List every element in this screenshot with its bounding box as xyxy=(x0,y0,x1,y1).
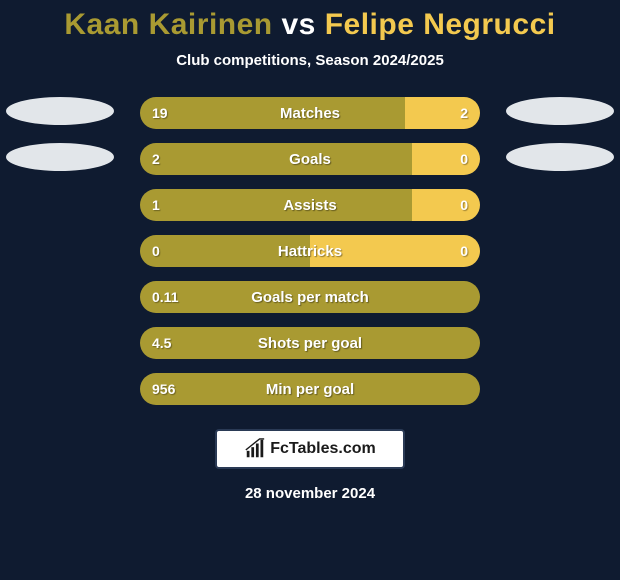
stat-row: 4.5Shots per goal xyxy=(140,327,480,359)
stat-row: 956Min per goal xyxy=(140,373,480,405)
stat-right-value: 0 xyxy=(412,189,480,221)
player2-club-placeholder xyxy=(506,143,614,171)
stat-left-value: 1 xyxy=(140,189,412,221)
stat-left-value: 19 xyxy=(140,97,405,129)
vs-label: vs xyxy=(281,8,315,41)
branding-logo: FcTables.com xyxy=(215,429,405,469)
stat-right-value: 2 xyxy=(405,97,480,129)
stats-area: 192Matches 20Goals 10Assists 00Hattricks 0.1… xyxy=(0,97,620,405)
stat-bars: 192Matches 20Goals 10Assists 00Hattricks 0.1… xyxy=(140,97,480,405)
player1-name: Kaan Kairinen xyxy=(64,8,272,41)
stat-row: 20Goals xyxy=(140,143,480,175)
player2-avatar-column xyxy=(500,97,620,171)
stat-row: 0.11Goals per match xyxy=(140,281,480,313)
stat-right-value: 0 xyxy=(412,143,480,175)
stat-left-value: 0 xyxy=(140,235,310,267)
page-title: Kaan Kairinen vs Felipe Negrucci xyxy=(0,8,620,42)
player2-avatar-placeholder xyxy=(506,97,614,125)
comparison-card: Kaan Kairinen vs Felipe Negrucci Club co… xyxy=(0,0,620,580)
stat-left-value: 2 xyxy=(140,143,412,175)
chart-icon xyxy=(244,438,266,460)
stat-left-value: 4.5 xyxy=(140,327,480,359)
player1-avatar-column xyxy=(0,97,120,171)
stat-left-value: 0.11 xyxy=(140,281,480,313)
subtitle: Club competitions, Season 2024/2025 xyxy=(0,52,620,69)
branding-text: FcTables.com xyxy=(270,440,376,458)
player1-club-placeholder xyxy=(6,143,114,171)
stat-row: 00Hattricks xyxy=(140,235,480,267)
stat-row: 192Matches xyxy=(140,97,480,129)
stat-left-value: 956 xyxy=(140,373,480,405)
player1-avatar-placeholder xyxy=(6,97,114,125)
player2-name: Felipe Negrucci xyxy=(325,8,556,41)
stat-right-value: 0 xyxy=(310,235,480,267)
date-text: 28 november 2024 xyxy=(0,485,620,502)
stat-row: 10Assists xyxy=(140,189,480,221)
